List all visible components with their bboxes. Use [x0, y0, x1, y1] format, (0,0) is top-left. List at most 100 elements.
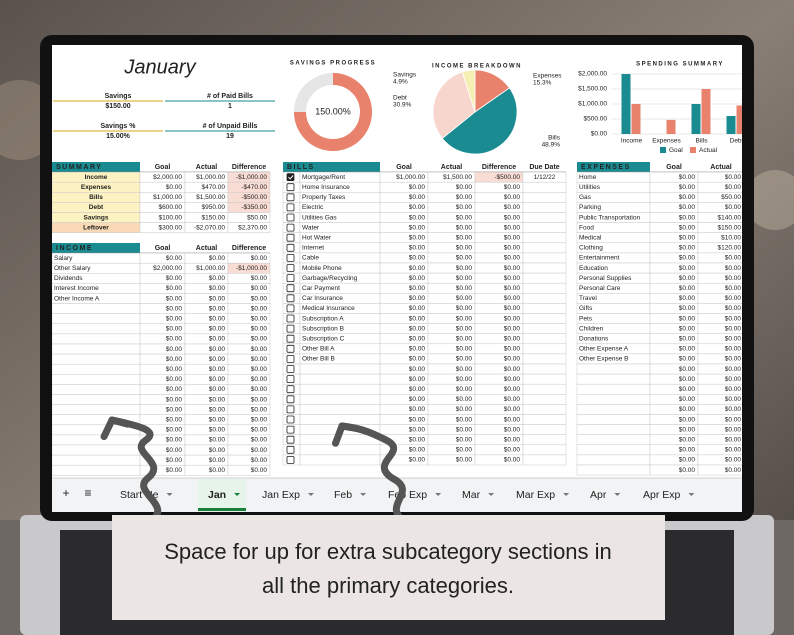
cell-value: $0.00: [456, 285, 473, 292]
cell-value: $0.00: [456, 295, 473, 302]
cell-value: $0.00: [166, 184, 183, 191]
cell-value: $0.00: [251, 275, 268, 282]
checkbox: [286, 375, 295, 384]
cell-value: $0.00: [725, 174, 742, 181]
tab-button[interactable]: ≡: [84, 486, 91, 500]
cell-value: $0.00: [456, 255, 473, 262]
sheet-tab[interactable]: Jan Exp: [262, 489, 300, 501]
cell-value: $0.00: [251, 305, 268, 312]
cell-value: $0.00: [251, 346, 268, 353]
cell: [299, 373, 381, 385]
cell: [522, 353, 567, 365]
x-tick-label: Expenses: [652, 138, 681, 145]
y-tick-label: $0.00: [591, 131, 608, 138]
cell-value: $0.00: [251, 467, 268, 474]
cell-value: $0.00: [456, 366, 473, 373]
kpi-label: # of Paid Bills: [207, 93, 253, 100]
sheet-tab[interactable]: Jan: [208, 489, 226, 501]
cell-value: $0.00: [166, 396, 183, 403]
cell-value: $0.00: [456, 346, 473, 353]
cell-value: $1,000.00: [196, 265, 225, 272]
cell-value: $0.00: [409, 457, 426, 464]
cell-value: -$350.00: [241, 204, 267, 211]
cell-value: $0.00: [456, 184, 473, 191]
checkbox: [286, 253, 295, 262]
cell-value: $0.00: [209, 376, 226, 383]
row-label: Savings: [84, 214, 109, 221]
cell: [697, 464, 742, 476]
cell-value: $0.00: [725, 426, 742, 433]
row-label: Education: [579, 265, 608, 272]
tab-button[interactable]: +: [62, 486, 69, 500]
cell-value: $0.00: [504, 426, 521, 433]
sheet-tab[interactable]: Feb: [334, 489, 352, 501]
cell-value: $0.00: [725, 376, 742, 383]
cell: [522, 343, 567, 355]
cell-value: $0.00: [679, 305, 696, 312]
table-header-bg: [577, 162, 650, 173]
cell-value: $0.00: [209, 285, 226, 292]
cell-value: $0.00: [166, 275, 183, 282]
checkbox: [286, 193, 295, 202]
row-label: Debt: [89, 204, 104, 211]
sheet-tab[interactable]: Apr: [590, 489, 607, 501]
row-label: Car Payment: [302, 285, 340, 292]
cell-value: $0.00: [679, 245, 696, 252]
cell: [576, 434, 651, 446]
checkmark: [288, 175, 294, 180]
cell-value: $2,000.00: [153, 265, 182, 272]
row-label: Garbage/Recycling: [302, 275, 358, 282]
cell: [576, 424, 651, 435]
cell: [52, 303, 141, 314]
checkbox: [286, 344, 295, 353]
cell-value: $0.00: [725, 255, 742, 262]
pie-value-label: 30.9%: [393, 102, 412, 109]
cell-value: $0.00: [725, 275, 742, 282]
caption-line: Space for up for extra subcategory secti…: [164, 539, 612, 564]
cell-value: $0.00: [504, 234, 521, 241]
cell-value: $0.00: [209, 275, 226, 282]
cell-value: $0.00: [251, 427, 268, 434]
cell-value: $0.00: [725, 184, 742, 191]
column-header: Actual: [441, 164, 462, 171]
checkbox: [286, 324, 295, 333]
cell: [52, 343, 141, 355]
row-label: Cable: [302, 255, 319, 262]
cell: [227, 464, 271, 476]
cell-value: $0.00: [166, 295, 183, 302]
cell-value: $1,000.00: [196, 174, 225, 181]
cell-value: $0.00: [725, 335, 742, 342]
x-tick-label: Bills: [696, 138, 709, 145]
sheet-tab[interactable]: Apr Exp: [643, 489, 681, 501]
x-tick-label: Debt: [730, 138, 744, 145]
cell-value: $0.00: [504, 265, 521, 272]
cell: [522, 262, 567, 274]
cell-value: $0.00: [209, 366, 226, 373]
cell-value: $0.00: [409, 447, 426, 454]
cell-value: $0.00: [409, 265, 426, 272]
chart-title: SPENDING SUMMARY: [636, 62, 724, 68]
sheet-tab[interactable]: Mar Exp: [516, 489, 555, 501]
column-header: Goal: [396, 164, 412, 171]
cell-value: $0.00: [251, 376, 268, 383]
cell-value: $0.00: [504, 325, 521, 332]
cell-value: $1,500.00: [443, 174, 472, 181]
cell-value: $0.00: [679, 265, 696, 272]
cell-value: $0.00: [251, 255, 268, 262]
caption-box: [112, 515, 665, 620]
row-label: Utilities Gas: [302, 214, 337, 221]
sheet-tab[interactable]: Feb Exp: [388, 489, 427, 501]
row-label: Children: [579, 325, 604, 332]
cell-value: $50.00: [247, 214, 267, 221]
row-label: Mortgage/Rent: [302, 174, 345, 181]
cell-value: 1/12/22: [534, 174, 556, 181]
kpi-value: $150.00: [105, 103, 130, 110]
kpi-label: Savings %: [100, 123, 136, 130]
cell: [522, 252, 567, 264]
cell-value: $0.00: [679, 285, 696, 292]
cell-value: -$2,070.00: [194, 224, 225, 231]
cell-value: $0.00: [504, 457, 521, 464]
sheet-tab[interactable]: Mar: [462, 489, 481, 501]
cell-value: $100.00: [159, 214, 183, 221]
cell-value: $0.00: [679, 406, 696, 413]
